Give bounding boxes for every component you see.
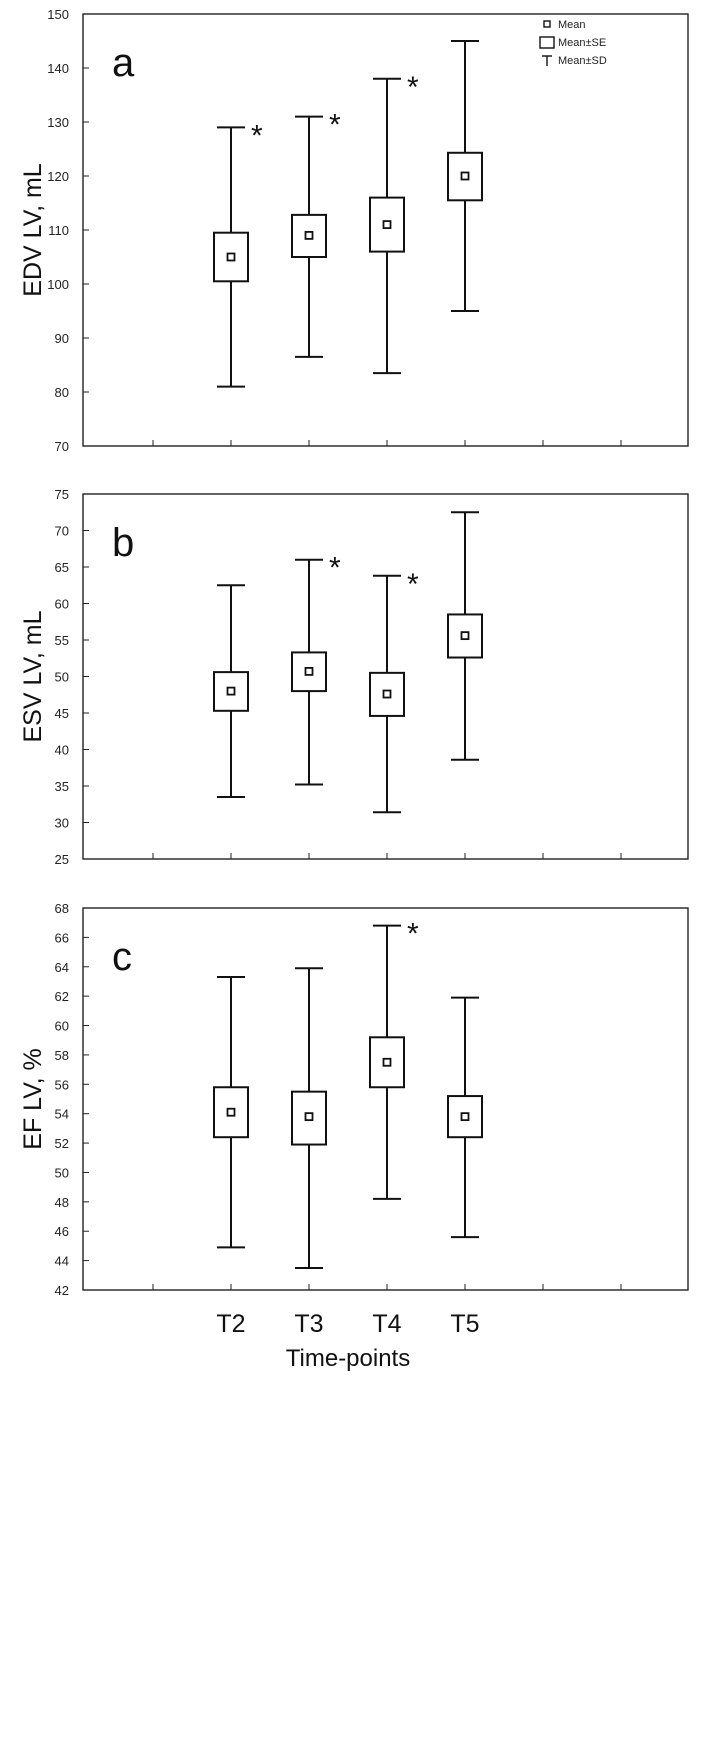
y-tick-label: 60 (55, 597, 69, 612)
y-tick-label: 65 (55, 560, 69, 575)
box-t2 (213, 976, 249, 1249)
mean-marker (226, 686, 236, 696)
legend-label: Mean (558, 19, 586, 31)
legend-label: Mean±SE (558, 37, 606, 49)
y-tick-label: 48 (55, 1195, 69, 1210)
significance-star: * (329, 552, 341, 585)
x-category-label: T5 (450, 1310, 479, 1338)
mean-marker (382, 689, 392, 699)
panel-letter: a (112, 41, 135, 85)
significance-star: * (407, 568, 419, 601)
x-category-label: T4 (372, 1310, 401, 1338)
y-axis-label: EDV LV, mL (19, 163, 47, 296)
mean-marker (304, 230, 314, 240)
box-t2: * (213, 119, 263, 388)
y-tick-label: 100 (47, 277, 69, 292)
y-tick-label: 75 (55, 487, 69, 502)
y-axis-label: ESV LV, mL (19, 610, 47, 742)
y-tick-label: 46 (55, 1224, 69, 1239)
y-tick-label: 70 (55, 524, 69, 539)
box-t5 (447, 40, 483, 312)
mean-marker (304, 1112, 314, 1122)
se-box (447, 613, 483, 659)
significance-star: * (251, 119, 263, 152)
box-t3: * (291, 109, 341, 358)
panel-b: 25 30 35 40 45 50 55 60 65 70 75 ESV LV, mL b * * (19, 487, 689, 867)
y-tick-label: 35 (55, 779, 69, 794)
x-category-label: T2 (216, 1310, 245, 1338)
y-tick-label: 68 (55, 901, 69, 916)
significance-star: * (329, 109, 341, 142)
panel-a: 70 80 90 100 110 120 130 140 150 EDV LV, mL a * * * Me… (19, 7, 689, 454)
x-category-label: T3 (294, 1310, 323, 1338)
legend: Mean Mean±SE Mean±SD (539, 19, 607, 67)
panel-letter: b (112, 521, 134, 565)
y-tick-label: 110 (48, 223, 69, 238)
box-t4: * (369, 568, 419, 814)
y-tick-label: 66 (55, 930, 69, 945)
x-axis-label: Time-points (286, 1345, 410, 1372)
mean-marker (460, 1112, 470, 1122)
y-tick-label: 60 (55, 1019, 69, 1034)
se-box (213, 671, 249, 712)
panel-letter: c (112, 935, 132, 979)
y-tick-label: 55 (55, 633, 69, 648)
y-tick-label: 150 (47, 7, 69, 22)
y-tick-label: 70 (55, 439, 69, 454)
legend-label: Mean±SD (558, 55, 607, 67)
mean-marker (382, 220, 392, 230)
box-t3: * (291, 552, 341, 786)
y-tick-label: 50 (55, 670, 69, 685)
y-tick-label: 52 (55, 1136, 69, 1151)
y-tick-label: 58 (55, 1048, 69, 1063)
plot-frame (82, 907, 689, 1291)
box-t2 (213, 584, 249, 798)
y-tick-label: 140 (47, 61, 69, 76)
box-t5 (447, 996, 483, 1239)
y-tick-label: 130 (47, 115, 69, 130)
y-tick-label: 50 (55, 1165, 69, 1180)
box-t3 (291, 967, 327, 1269)
y-tick-label: 25 (55, 852, 69, 867)
significance-star: * (407, 918, 419, 951)
y-tick-label: 90 (55, 331, 69, 346)
y-tick-label: 80 (55, 385, 69, 400)
y-tick-label: 62 (55, 989, 69, 1004)
box-t4: * (369, 918, 419, 1200)
mean-marker (460, 631, 470, 641)
mean-marker (304, 666, 314, 676)
se-box-icon (539, 36, 555, 49)
y-tick-label: 42 (55, 1283, 69, 1298)
y-axis-label: EF LV, % (19, 1048, 47, 1149)
box-t4: * (369, 71, 419, 375)
panel-c: 42 44 46 48 50 52 54 56 58 60 62 64 66 68 EF LV, % c T2 T… (19, 901, 689, 1372)
y-tick-label: 44 (55, 1254, 69, 1269)
mean-marker (460, 171, 470, 181)
y-tick-label: 45 (55, 706, 69, 721)
y-tick-label: 120 (47, 169, 69, 184)
y-tick-label: 64 (55, 960, 69, 975)
mean-marker (226, 252, 236, 262)
y-tick-label: 30 (55, 816, 69, 831)
y-tick-label: 56 (55, 1077, 69, 1092)
box-t5 (447, 511, 483, 761)
significance-star: * (407, 71, 419, 104)
sd-whisker-icon (542, 55, 552, 66)
y-tick-label: 40 (55, 743, 69, 758)
mean-marker (382, 1057, 392, 1067)
y-tick-label: 54 (55, 1107, 69, 1122)
mean-marker (226, 1107, 236, 1117)
mean-square-icon (543, 20, 551, 28)
